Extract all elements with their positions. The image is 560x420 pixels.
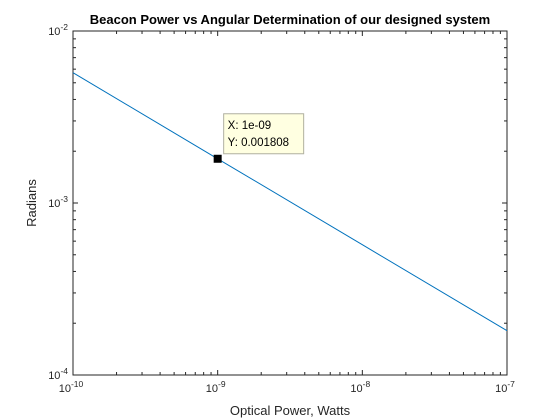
tick-marks — [72, 30, 508, 376]
tick-labels: 10-10 10-9 10-8 10-7 10-4 10-3 10-2 — [48, 22, 515, 395]
y-tick-label: 10-2 — [48, 22, 68, 38]
y-tick-label: 10-3 — [48, 194, 68, 210]
series-lines — [72, 72, 508, 332]
datatip-marker[interactable] — [213, 154, 222, 163]
chart-title: Beacon Power vs Angular Determination of… — [90, 12, 490, 27]
series-line — [72, 72, 508, 332]
datatip-x-text: X: 1e-09 — [228, 120, 271, 132]
y-tick-label: 10-4 — [48, 366, 68, 382]
x-tick-label: 10-10 — [59, 379, 84, 395]
y-axis-label: Radians — [24, 179, 39, 227]
x-tick-label: 10-8 — [350, 379, 370, 395]
plot-area — [72, 30, 508, 376]
datatip-box[interactable] — [223, 113, 305, 155]
x-tick-label: 10-9 — [206, 379, 226, 395]
x-axis-label: Optical Power, Watts — [230, 403, 351, 418]
datatip-y-text: Y: 0.001808 — [228, 137, 289, 149]
datatip[interactable]: X: 1e-09 Y: 0.001808 — [213, 113, 305, 163]
x-tick-label: 10-7 — [495, 379, 515, 395]
